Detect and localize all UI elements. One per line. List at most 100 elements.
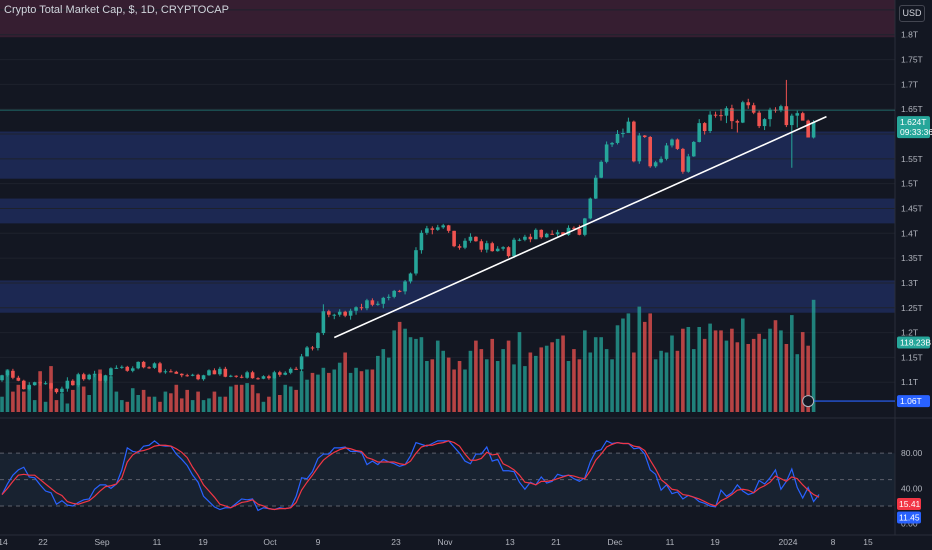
candle-body (517, 239, 522, 241)
candle-body (49, 383, 53, 389)
price-axis-label: 1.15T (901, 352, 923, 362)
volume-bar (43, 401, 48, 412)
volume-bar (403, 328, 407, 412)
candle-body (474, 236, 478, 242)
candle-body (686, 156, 691, 172)
volume-bar (572, 349, 576, 412)
time-axis-label: Sep (94, 537, 109, 547)
candle-body (250, 372, 255, 379)
time-axis-label: 2024 (779, 537, 798, 547)
volume-bar (686, 327, 691, 412)
candle-body (397, 290, 402, 292)
volume-bar (583, 330, 587, 412)
candle-body (316, 333, 320, 348)
volume-bar (773, 320, 778, 412)
volume-bar (381, 349, 386, 412)
candle-body (550, 233, 554, 235)
volume-bar (60, 393, 64, 412)
volume-bar (190, 400, 195, 412)
price-axis-label: 1.25T (901, 303, 923, 313)
candle-body (615, 134, 620, 143)
price-tag-label: 1.06T (900, 396, 922, 406)
trendline-layer[interactable] (333, 115, 827, 339)
volume-bar (141, 389, 146, 412)
price-tag-label: 118.23B (900, 338, 931, 348)
candle-body (528, 236, 533, 240)
volume-bar (321, 367, 326, 412)
time-axis-label: 11 (153, 537, 162, 547)
candle-body (468, 236, 473, 241)
time-axis-label: 15 (863, 537, 873, 547)
zone-1 (0, 131, 895, 179)
volume-bar (664, 352, 669, 412)
volume-bar (103, 376, 108, 412)
candle-body (299, 356, 304, 370)
volume-bar (120, 400, 124, 412)
volume-bar (790, 315, 794, 412)
stoch-axis-label: 40.00 (901, 483, 923, 493)
volume-bar (457, 361, 462, 412)
stoch-axis-label: 80.00 (901, 448, 923, 458)
candle-body (158, 363, 162, 373)
candle-body (490, 243, 495, 252)
volume-bar (223, 396, 228, 412)
candle-body (642, 135, 647, 138)
volume-bar (174, 384, 179, 412)
candle-body (343, 311, 347, 316)
volume-bar (506, 340, 511, 412)
candle-body (577, 228, 582, 235)
volume-bar (299, 371, 304, 412)
candle-body (681, 148, 685, 172)
price-tag-bg (897, 116, 930, 139)
zone-2 (0, 198, 895, 224)
candle-body (621, 133, 625, 135)
candle-body (604, 144, 609, 162)
candle-body (337, 311, 342, 315)
stoch-layer (0, 417, 932, 512)
volume-bar (305, 379, 309, 412)
volume-bar (239, 384, 244, 412)
volume-bar (593, 337, 598, 412)
volume-bar (316, 374, 320, 412)
candle-body (152, 363, 157, 368)
volume-bar (354, 367, 358, 412)
currency-button[interactable]: USD (899, 5, 925, 22)
candle-body (359, 307, 364, 309)
candle-body (599, 161, 603, 178)
candle-body (109, 368, 113, 376)
candle-body (310, 347, 315, 349)
volume-bar (784, 344, 789, 412)
volume-bar (228, 386, 233, 412)
candle-body (87, 374, 91, 380)
volume-bar (757, 333, 761, 412)
volume-bar (114, 391, 119, 412)
volume-bar (550, 342, 554, 412)
candle-body (92, 373, 97, 375)
volume-bar (256, 393, 260, 412)
zone-0 (0, 0, 895, 38)
candle-body (484, 243, 489, 250)
volume-bar (800, 332, 805, 412)
time-axis-label: 21 (551, 537, 561, 547)
volume-bar (642, 321, 647, 412)
candle-body (588, 198, 593, 219)
volume-bar (681, 328, 685, 412)
candle-body (566, 227, 571, 235)
volume-bar (179, 398, 184, 412)
candle-body (321, 311, 326, 334)
volume-layer (0, 299, 816, 412)
volume-bar (446, 357, 451, 412)
volume-bar (337, 362, 342, 412)
candle-body (762, 119, 767, 127)
price-axis-label: 1.5T (901, 179, 918, 189)
volume-bar (147, 396, 151, 412)
volume-bar (468, 350, 473, 412)
volume-bar (599, 337, 603, 412)
candle-body (751, 105, 756, 113)
time-axis-label: 13 (505, 537, 515, 547)
candle-body (174, 371, 179, 374)
volume-bar (539, 347, 544, 412)
volume-bar (534, 355, 538, 412)
volume-bar (288, 386, 293, 412)
